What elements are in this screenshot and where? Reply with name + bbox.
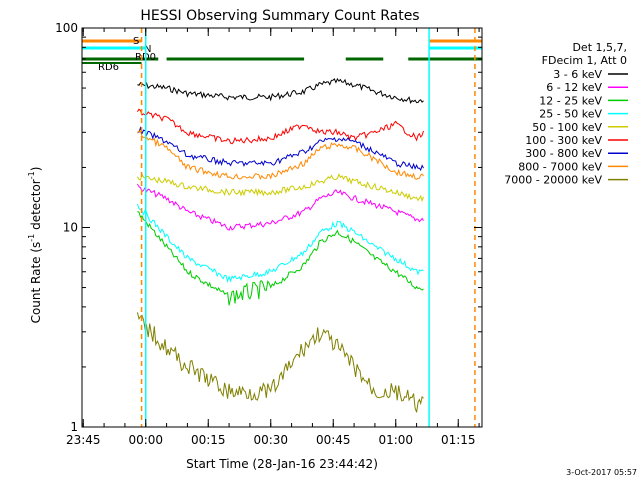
- x-axis-label: Start Time (28-Jan-16 23:44:42): [186, 457, 378, 471]
- legend-label: 7000 - 20000 keV: [504, 174, 602, 187]
- y-axis-label: Count Rate (s-1 detector-1): [27, 167, 43, 324]
- flag-label-rd6: RD6: [98, 62, 119, 73]
- legend-header-detectors: Det 1,5,7,: [572, 41, 627, 54]
- y-tick-label: 100: [55, 21, 78, 35]
- legend-label: 300 - 800 keV: [525, 147, 602, 160]
- x-tick-label: 00:00: [128, 433, 163, 447]
- x-tick-label: 00:15: [191, 433, 226, 447]
- series-line: [136, 108, 424, 145]
- legend-label: 3 - 6 keV: [553, 68, 602, 81]
- chart-title: HESSI Observing Summary Count Rates: [140, 8, 419, 24]
- series-line: [136, 183, 424, 231]
- series-line: [136, 203, 424, 284]
- series-line: [136, 173, 424, 203]
- x-tick-label: 01:00: [378, 433, 413, 447]
- flag-label-saa: S: [133, 36, 139, 47]
- flag-label-night: N: [144, 44, 151, 55]
- series-lines: [136, 77, 424, 413]
- x-tick-label: 23:45: [66, 433, 101, 447]
- y-axis-ticks: 1 10 100: [55, 21, 482, 434]
- x-tick-label: 00:30: [253, 433, 288, 447]
- legend-label: 25 - 50 keV: [539, 108, 602, 121]
- legend-label: 50 - 100 keV: [532, 121, 602, 134]
- y-tick-label: 1: [70, 420, 78, 434]
- x-axis-ticks: 23:45 00:00 00:15 00:30 00:45 01:00 01:15: [66, 28, 480, 447]
- y-tick-label: 10: [63, 221, 78, 235]
- legend-label: 800 - 7000 keV: [518, 160, 602, 173]
- x-tick-label: 00:45: [316, 433, 351, 447]
- timestamp: 3-Oct-2017 05:57: [566, 468, 637, 477]
- x-tick-label: 01:15: [441, 433, 476, 447]
- legend-label: 6 - 12 keV: [546, 81, 602, 94]
- series-line: [137, 125, 424, 172]
- series-line: [136, 130, 424, 181]
- legend-label: 100 - 300 keV: [525, 134, 602, 147]
- legend-header-decim: FDecim 1, Att 0: [542, 54, 627, 67]
- series-line: [136, 312, 424, 413]
- series-line: [137, 77, 424, 104]
- series-line: [137, 211, 424, 306]
- legend-label: 12 - 25 keV: [539, 94, 602, 107]
